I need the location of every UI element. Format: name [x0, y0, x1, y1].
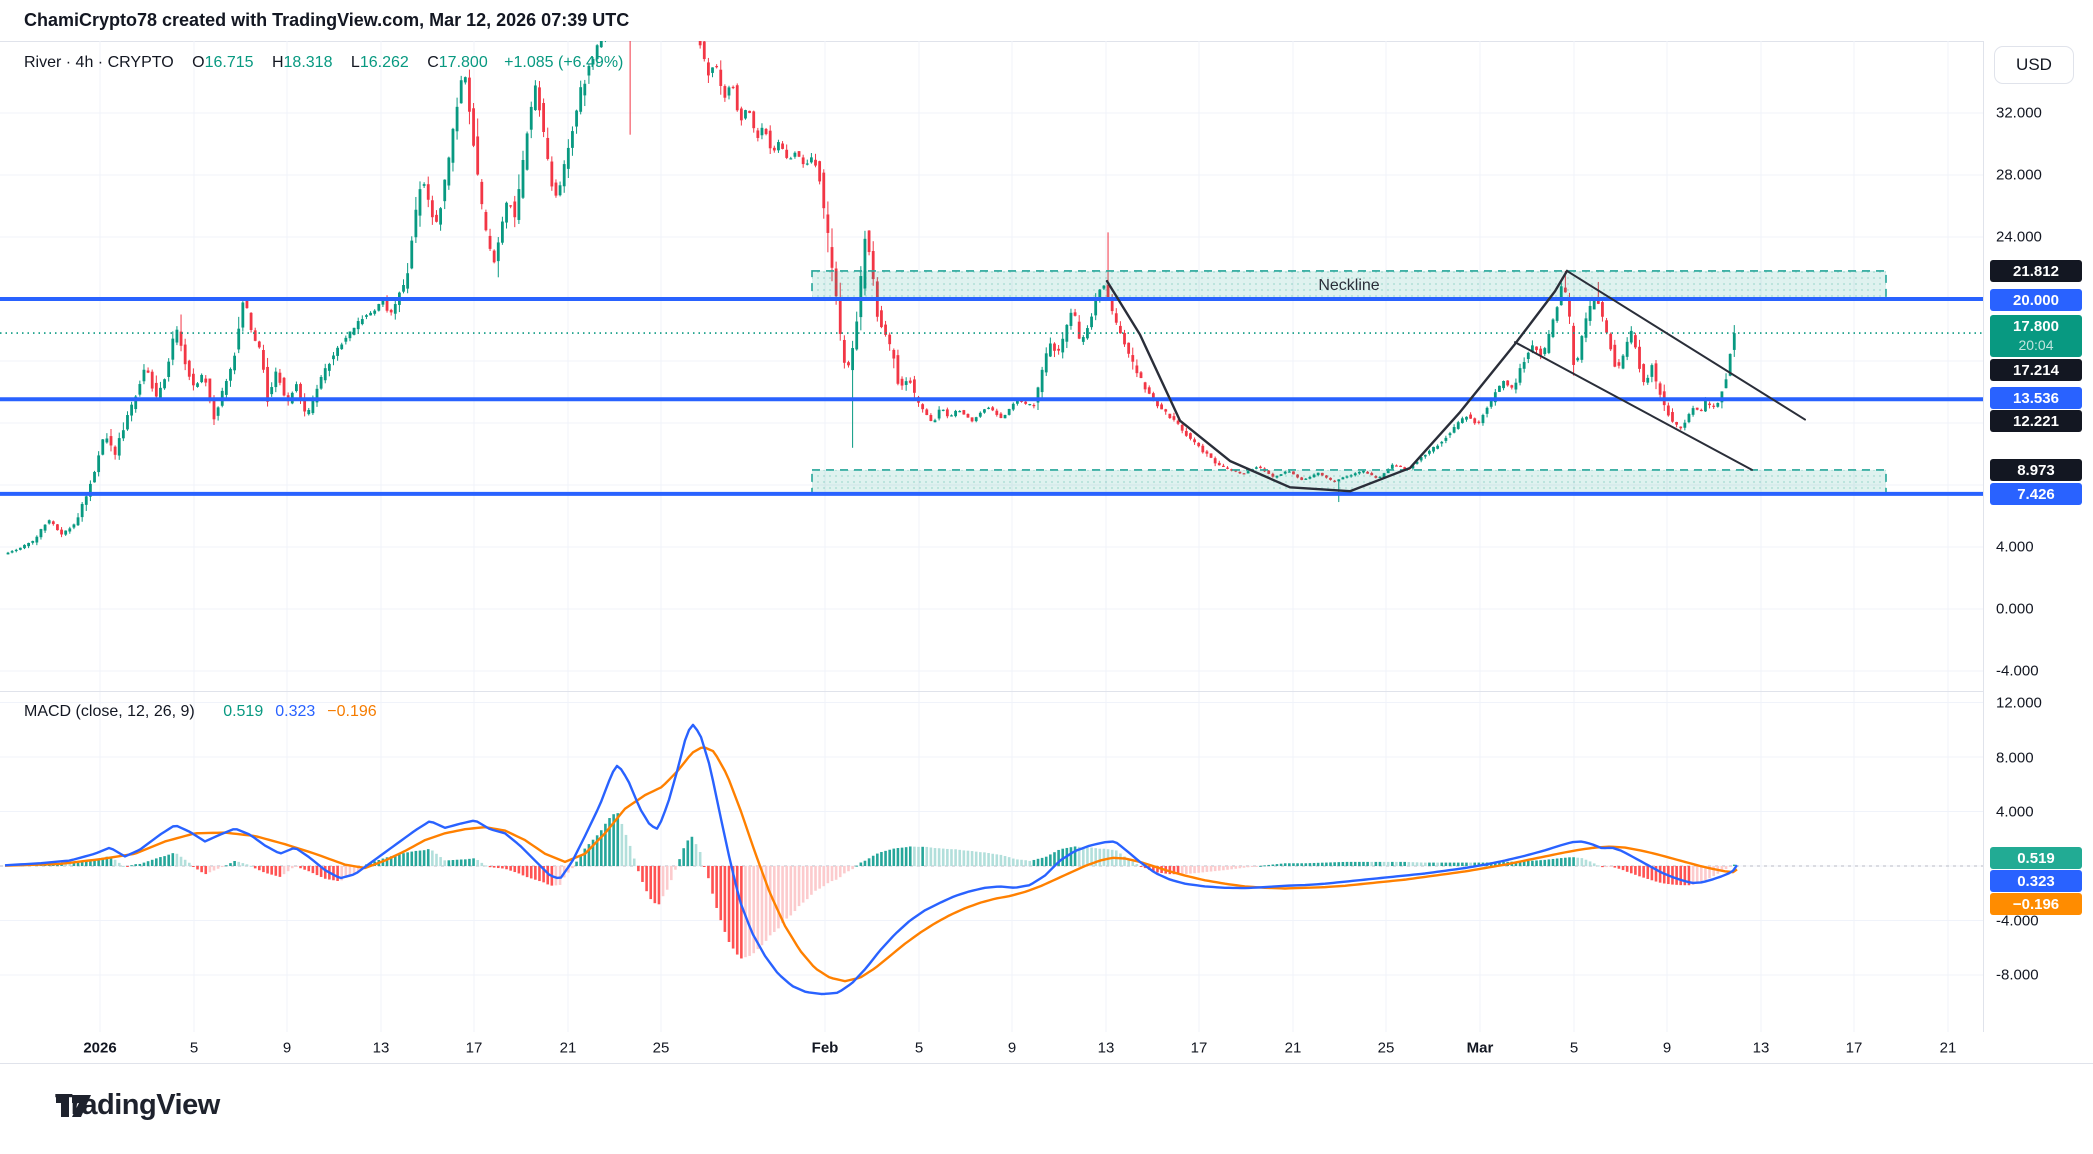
price-level-badge: 12.221	[1990, 410, 2082, 432]
time-axis-label: 5	[189, 1039, 199, 1056]
last-price-badge: 17.800 20:04	[1990, 315, 2082, 357]
time-axis-label: 25	[652, 1039, 670, 1056]
time-axis-label: 25	[1377, 1039, 1395, 1056]
macd-indicator-title[interactable]: MACD (close, 12, 26, 9)	[24, 703, 195, 720]
price-level-badge: 8.973	[1990, 459, 2082, 481]
trendline-drawing[interactable]	[1514, 341, 1753, 471]
price-level-badge: 7.426	[1990, 483, 2082, 505]
price-scale[interactable]: USD 32.000 28.000 24.000 4.000 0.000 -4.000 12…	[1984, 41, 2093, 1063]
scale-tick-label: -4.000	[1996, 912, 2039, 930]
close-label: C	[427, 54, 439, 71]
trendline-drawing[interactable]	[1566, 269, 1806, 421]
tradingview-branding[interactable]: TradingView	[55, 1089, 220, 1122]
price-level-badge: −0.196	[1990, 893, 2082, 915]
scale-tick-label: 28.000	[1996, 166, 2042, 184]
price-pane[interactable]: Neckline	[0, 41, 1983, 691]
time-axis-label: 17	[465, 1039, 483, 1056]
scale-tick-label: 32.000	[1996, 104, 2042, 122]
macd-legend-value: 0.519	[223, 703, 264, 720]
price-level-badge: 17.214	[1990, 359, 2082, 381]
pane-divider[interactable]	[0, 691, 2093, 692]
time-axis-label: 13	[372, 1039, 390, 1056]
price-level-badge: 21.812	[1990, 260, 2082, 282]
scale-tick-label: 4.000	[1996, 803, 2034, 821]
page-title: ChamiCrypto78 created with TradingView.c…	[24, 10, 630, 30]
change-value: +1.085 (+6.49%)	[504, 54, 624, 71]
price-level-badge: 0.323	[1990, 870, 2082, 892]
macd-legend-value: −0.196	[327, 703, 377, 720]
scale-tick-label: 4.000	[1996, 538, 2034, 556]
price-level-badge: 0.519	[1990, 847, 2082, 869]
time-axis-label: 21	[1284, 1039, 1302, 1056]
pane-top-border	[0, 41, 2093, 42]
macd-legend[interactable]: MACD (close, 12, 26, 9) 0.519 0.323 −0.196	[24, 703, 377, 721]
macd-pane[interactable]	[0, 692, 1983, 1032]
trendline-drawing[interactable]	[1105, 269, 1569, 493]
high-value: 18.318	[283, 54, 333, 71]
high-label: H	[271, 54, 284, 71]
scale-tick-label: 12.000	[1996, 694, 2042, 712]
time-axis-label: 5	[914, 1039, 924, 1056]
time-axis-label: 9	[282, 1039, 292, 1056]
open-value: 16.715	[204, 54, 254, 71]
scale-tick-label: 24.000	[1996, 228, 2042, 246]
time-axis-label: 9	[1007, 1039, 1017, 1056]
tradingview-logo-icon	[56, 1094, 91, 1117]
time-axis-label: 2026	[83, 1039, 117, 1056]
time-axis-label: Feb	[811, 1039, 839, 1056]
time-axis-label: 21	[559, 1039, 577, 1056]
scale-tick-label: -8.000	[1996, 966, 2039, 984]
scale-tick-label: -4.000	[1996, 662, 2039, 680]
currency-toggle-button[interactable]: USD	[1994, 46, 2074, 84]
time-axis[interactable]: 2026 5 9 13 17 21 25 Feb 5 9 13 17 21 25 Mar 5 9 13 17 21	[0, 1032, 2093, 1063]
symbol-legend[interactable]: River · 4h · CRYPTO O16.715 H18.318 L16.…	[24, 54, 623, 72]
time-axis-label: 9	[1662, 1039, 1672, 1056]
time-axis-label: 13	[1752, 1039, 1770, 1056]
low-value: 16.262	[359, 54, 409, 71]
price-level-badge: 20.000	[1990, 289, 2082, 311]
open-label: O	[192, 54, 205, 71]
low-label: L	[350, 54, 360, 71]
time-axis-label: 5	[1569, 1039, 1579, 1056]
macd-legend-value: 0.323	[275, 703, 316, 720]
time-axis-label: 13	[1097, 1039, 1115, 1056]
neckline-annotation[interactable]: Neckline	[1318, 277, 1379, 294]
close-value: 17.800	[438, 54, 488, 71]
time-axis-label: 17	[1190, 1039, 1208, 1056]
macd-legend-values: 0.519 0.323 −0.196	[211, 703, 376, 720]
time-axis-label: 17	[1845, 1039, 1863, 1056]
bar-countdown: 20:04	[2018, 337, 2054, 353]
time-axis-bottom-border	[0, 1063, 2093, 1064]
symbol-name[interactable]: River · 4h · CRYPTO	[24, 54, 174, 71]
scale-tick-label: 0.000	[1996, 600, 2034, 618]
price-scale-border	[1983, 41, 1984, 1063]
time-axis-label: Mar	[1466, 1039, 1494, 1056]
price-level-badge: 13.536	[1990, 387, 2082, 409]
time-axis-label: 21	[1939, 1039, 1957, 1056]
scale-tick-label: 8.000	[1996, 749, 2034, 767]
